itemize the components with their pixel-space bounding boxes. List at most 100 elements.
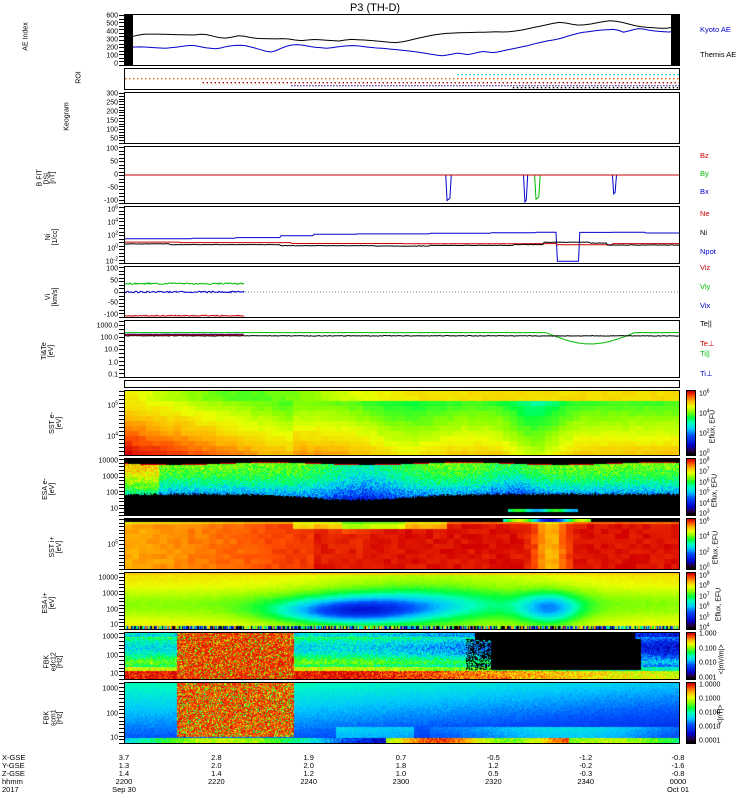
colorbar-tick-label: 1.000 xyxy=(699,631,717,638)
ytick-label: 106 xyxy=(107,205,118,214)
legend-ni: Ni xyxy=(700,229,707,237)
ytick-label: 100 xyxy=(107,243,118,252)
yticks-vi: 100 50 0 -50 -100 xyxy=(62,266,118,318)
panel-keogram xyxy=(124,92,680,144)
axis-tick xyxy=(119,200,124,201)
axis-tick xyxy=(119,498,124,499)
axis-tick xyxy=(119,451,124,452)
legend-viz: Viz xyxy=(700,264,710,272)
bfit-traces xyxy=(125,147,679,203)
bottom-axis-value: 2340 xyxy=(564,778,608,786)
axis-tick xyxy=(119,137,124,138)
panel-fbk-edc12 xyxy=(124,632,680,680)
axis-tick xyxy=(119,601,124,602)
ylabel-vi: Vi [km/s] xyxy=(45,274,59,320)
axis-tick xyxy=(119,281,124,282)
colorbar-tick-label: 109 xyxy=(699,570,710,579)
axis-tick xyxy=(119,321,124,322)
axis-tick xyxy=(119,537,124,538)
legend-ne: Ne xyxy=(700,210,710,218)
ytick-label: 100 xyxy=(106,53,118,60)
axis-tick xyxy=(119,439,124,440)
axis-tick xyxy=(119,112,124,113)
ylabel-tite: Ti&Te [eV] xyxy=(41,328,55,374)
axis-tick xyxy=(119,189,124,190)
ytick-label: 100 xyxy=(106,266,118,273)
axis-tick xyxy=(119,278,124,279)
axis-tick xyxy=(119,724,124,725)
colorbar-esa-electron xyxy=(686,458,696,516)
panel-ae-index xyxy=(124,14,680,66)
axis-tick xyxy=(119,687,124,688)
axis-tick xyxy=(119,629,124,630)
axis-tick xyxy=(119,411,124,412)
colorbar-sst-electron xyxy=(686,390,696,456)
axis-tick xyxy=(119,515,124,516)
ytick-label: 10 xyxy=(110,671,118,678)
axis-tick xyxy=(119,637,124,638)
axis-tick xyxy=(119,664,124,665)
axis-tick xyxy=(119,713,124,714)
colorbar-tick-label: 0.001 xyxy=(699,674,717,681)
axis-tick xyxy=(119,235,124,236)
axis-tick xyxy=(119,285,124,286)
ytick-label: -100 xyxy=(104,198,118,205)
yticks-keogram: 300 250 200 150 100 50 xyxy=(62,92,118,144)
ytick-label: 100 xyxy=(106,145,118,152)
axis-tick xyxy=(119,656,124,657)
ytick-label: 100 xyxy=(106,652,118,659)
ytick-label: 10000 xyxy=(99,574,118,581)
legend-te-perp: Te⊥ xyxy=(700,340,714,348)
axis-tick xyxy=(119,608,124,609)
axis-tick xyxy=(119,555,124,556)
axis-tick xyxy=(119,569,124,570)
ytick-label: 0 xyxy=(114,172,118,179)
axis-tick xyxy=(119,648,124,649)
axis-tick xyxy=(119,435,124,436)
ae-traces xyxy=(125,15,679,65)
legend-te-par: Te|| xyxy=(700,320,712,328)
axis-tick xyxy=(119,325,124,326)
axis-tick xyxy=(119,101,124,102)
ytick-label: 200 xyxy=(106,45,118,52)
ytick-label: 102 xyxy=(107,230,118,239)
axis-tick xyxy=(119,431,124,432)
axis-tick xyxy=(119,395,124,396)
axis-tick xyxy=(119,565,124,566)
axis-tick xyxy=(119,172,124,173)
axis-tick xyxy=(119,591,124,592)
axis-tick xyxy=(119,612,124,613)
axis-tick xyxy=(119,675,124,676)
colorbar-title-sst-electron: Eflux, EFU xyxy=(710,394,717,460)
axis-tick xyxy=(119,551,124,552)
colorbar-tick-label: 106 xyxy=(699,602,710,611)
ytick-label: 100 xyxy=(106,126,118,133)
axis-tick xyxy=(119,619,124,620)
axis-tick xyxy=(119,373,124,374)
colorbar-fbk-edc12 xyxy=(686,632,696,680)
axis-tick xyxy=(119,271,124,272)
axis-tick xyxy=(119,399,124,400)
panel-b-fit xyxy=(124,146,680,204)
ytick-label: 250 xyxy=(106,100,118,107)
axis-tick xyxy=(119,626,124,627)
axis-tick xyxy=(119,110,124,111)
colorbar-title-fbk-edc12: <|mV/m|> xyxy=(719,630,726,690)
bottom-axis-value: Oct 01 xyxy=(656,786,700,794)
axis-tick xyxy=(119,484,124,485)
axis-tick xyxy=(119,480,124,481)
panel-status-strip xyxy=(124,380,680,388)
axis-tick xyxy=(119,296,124,297)
axis-tick xyxy=(119,267,124,268)
axis-tick xyxy=(119,477,124,478)
axis-tick xyxy=(119,491,124,492)
ytick-label: 105 xyxy=(107,539,118,548)
axis-tick xyxy=(119,96,124,97)
axis-tick xyxy=(119,466,124,467)
axis-tick xyxy=(119,329,124,330)
axis-tick xyxy=(119,530,124,531)
ytick-label: 104 xyxy=(107,218,118,227)
axis-tick xyxy=(119,221,124,222)
axis-tick xyxy=(119,132,124,133)
axis-tick xyxy=(119,239,124,240)
